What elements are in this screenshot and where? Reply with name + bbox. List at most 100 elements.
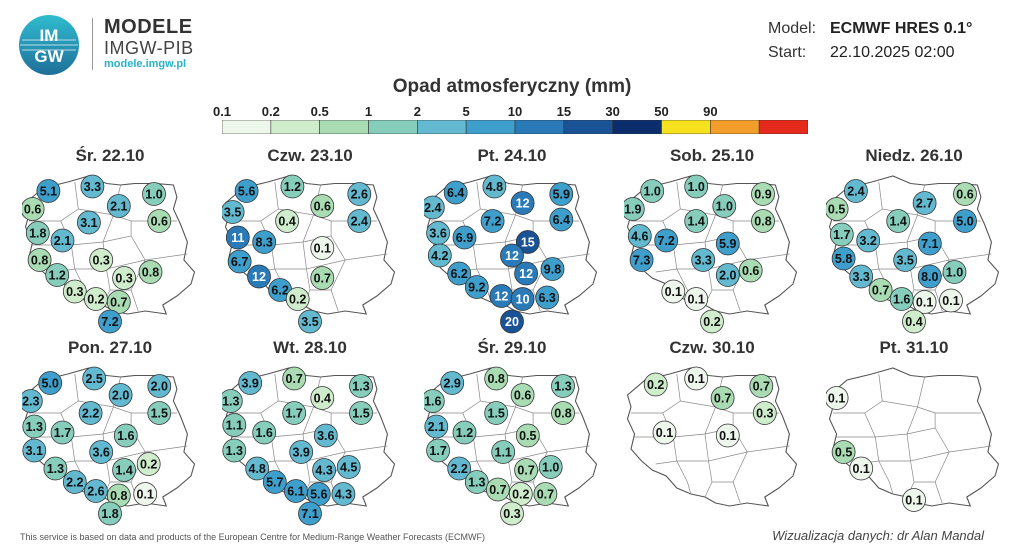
precip-value: 4.8 (486, 180, 503, 194)
logo-text-bottom: GW (34, 47, 64, 66)
precip-value: 0.6 (151, 215, 168, 229)
precip-value: 2.2 (82, 407, 99, 421)
precip-marker: 8.3 (252, 230, 277, 254)
precip-circle (500, 309, 524, 334)
precip-value: 2.0 (151, 380, 168, 394)
precip-circle (715, 231, 740, 256)
precip-marker: 0.8 (27, 248, 52, 272)
precip-value: 4.8 (249, 462, 266, 476)
precip-marker: 0.1 (826, 386, 849, 410)
precip-value: 5.0 (42, 377, 59, 391)
precip-circle (106, 194, 131, 218)
precip-value: 2.0 (112, 389, 129, 403)
precip-value: 3.9 (242, 377, 259, 391)
precip-circle (886, 209, 911, 233)
precip-marker: 1.3 (464, 470, 489, 494)
precip-circle (38, 371, 63, 395)
scale-segment (465, 120, 516, 134)
precip-value: 0.1 (828, 392, 845, 406)
precip-value: 1.0 (716, 200, 733, 214)
precip-value: 0.7 (714, 392, 731, 406)
precip-value: 0.8 (110, 489, 127, 503)
precip-circle (627, 224, 652, 248)
region-border (130, 289, 139, 312)
precip-marker: 9.8 (540, 257, 565, 281)
precip-marker: 0.8 (751, 209, 775, 233)
precip-marker: 12 (500, 243, 524, 268)
precip-marker: 1.1 (222, 413, 247, 437)
region-border (836, 412, 876, 438)
precip-value: 4.2 (431, 249, 448, 263)
precip-marker: 5.1 (36, 179, 61, 203)
precip-circle (50, 228, 75, 253)
precip-value: 1.2 (49, 269, 66, 283)
precip-circle (482, 174, 507, 199)
precip-value: 0.3 (115, 272, 132, 286)
precip-circle (222, 389, 243, 413)
precip-value: 0.1 (688, 293, 705, 307)
precip-marker: 0.7 (486, 477, 510, 502)
precip-value: 1.3 (226, 444, 243, 458)
precip-value: 0.8 (31, 254, 48, 268)
day-label: Śr. 29.10 (477, 338, 547, 357)
poland-precip-map: 1.0 1.00.91.9 1.00.81.44.6 7.2 5.97.3 3.32.0 0… (624, 174, 798, 334)
precip-circle (227, 249, 252, 274)
precip-value: 3.3 (695, 254, 712, 268)
precip-circle (62, 470, 87, 494)
precip-circle (310, 194, 335, 218)
scale-segment (758, 120, 808, 134)
precip-circle (298, 309, 322, 334)
precip-marker: 0.7 (106, 290, 131, 314)
precip-circle (313, 423, 338, 448)
poland-precip-map: 0.10.50.10.1 (826, 367, 1000, 512)
precip-circle (624, 197, 645, 221)
precip-marker: 1.4 (684, 209, 709, 233)
country-outline (626, 367, 798, 507)
precip-marker: 2.0 (715, 263, 740, 287)
precip-marker: 0.9 (751, 182, 775, 206)
precip-value: 1.4 (115, 464, 132, 478)
precip-value: 0.1 (905, 494, 922, 508)
precip-value: 0.3 (503, 507, 520, 521)
precip-value: 1.5 (488, 407, 505, 421)
precip-marker: 0.6 (147, 209, 172, 233)
precip-value: 5.6 (238, 185, 255, 199)
precip-value: 2.1 (54, 234, 71, 248)
precip-circle (661, 279, 686, 304)
precip-circle (142, 182, 166, 206)
precip-value: 0.3 (93, 254, 110, 268)
precip-marker: 0.6 (738, 258, 763, 283)
precip-marker: 3.2 (856, 228, 881, 253)
precip-marker: 6.3 (535, 285, 560, 310)
precip-marker: 5.6 (234, 179, 259, 203)
precip-circle (331, 482, 356, 506)
precip-circle (452, 225, 477, 250)
precip-marker: 1.0 (640, 179, 665, 203)
precip-value: 0.1 (656, 426, 673, 440)
precip-marker: 6.1 (284, 479, 308, 503)
precip-circle (113, 423, 138, 448)
precip-circle (856, 228, 881, 253)
precip-marker: 1.2 (280, 174, 305, 199)
precip-circle (953, 182, 977, 206)
precip-circle (89, 248, 114, 272)
precip-value: 0.9 (754, 188, 771, 202)
precip-marker: 0.1 (715, 423, 740, 448)
precip-marker: 2.2 (78, 401, 103, 425)
region-border (833, 373, 883, 414)
precip-value: 3.5 (301, 315, 318, 329)
brand-url-link[interactable]: modele.imgw.pl (104, 58, 187, 70)
precip-value: 1.0 (688, 180, 705, 194)
precip-marker: 2.4 (843, 179, 868, 203)
precip-circle (80, 174, 105, 199)
precip-value: 0.5 (835, 446, 852, 460)
precip-marker: 1.3 (349, 374, 373, 398)
precip-circle (629, 248, 654, 272)
precip-marker: 1.6 (424, 389, 445, 413)
precip-marker: 2.4 (424, 195, 445, 220)
precip-value: 1.3 (468, 476, 485, 490)
precip-circle (715, 423, 740, 448)
day-label: Niedz. 26.10 (865, 146, 963, 165)
day-label: Pon. 27.10 (67, 338, 153, 357)
precip-value: 2.5 (86, 372, 103, 386)
